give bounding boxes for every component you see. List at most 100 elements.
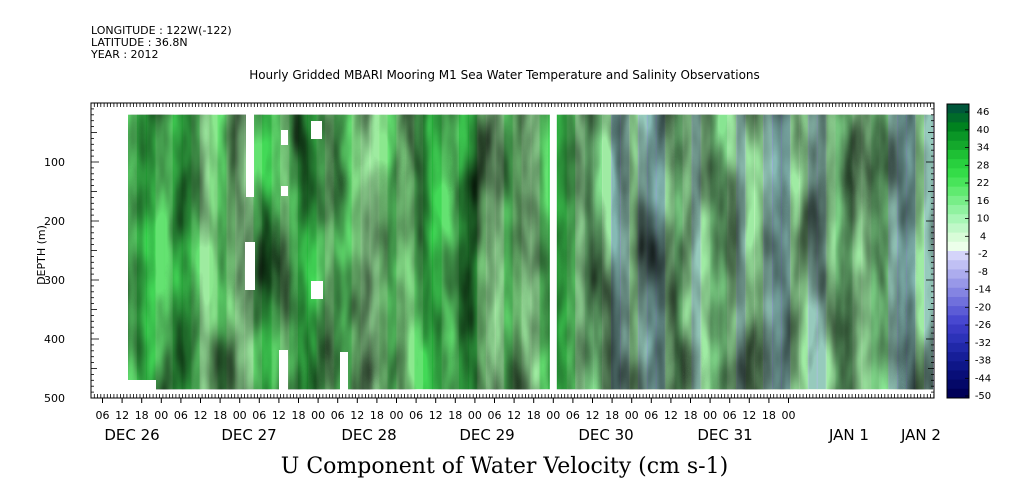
colorbar-bin (947, 205, 969, 215)
x-hour-label: 12 (586, 409, 600, 422)
x-hour-label: 06 (409, 409, 423, 422)
colorbar-bin (947, 232, 969, 243)
x-hour-label: 06 (723, 409, 737, 422)
y-tick-label: 300 (44, 274, 65, 287)
colorbar-label: 28 (977, 160, 990, 171)
chart-title: Hourly Gridded MBARI Mooring M1 Sea Wate… (249, 68, 760, 82)
colorbar-bin (947, 149, 969, 160)
colorbar-label: 34 (977, 143, 990, 154)
colorbar-bin (947, 315, 969, 325)
colorbar-bin (947, 168, 969, 178)
colorbar-bin (947, 269, 969, 279)
colorbar-bin (947, 195, 969, 206)
latitude-label: LATITUDE : 36.8N (91, 36, 188, 49)
missing-data-gap (549, 112, 557, 392)
y-tick-label: 400 (44, 333, 65, 346)
colorbar-label: -50 (975, 391, 991, 402)
colorbar-label: 4 (980, 231, 986, 242)
y-tick-label: 200 (44, 215, 65, 228)
x-hour-label: 06 (566, 409, 580, 422)
x-hour-label: 00 (625, 409, 639, 422)
missing-data-patch (311, 281, 323, 299)
colorbar-label: -2 (978, 249, 988, 260)
colorbar-label: 10 (977, 214, 990, 225)
x-axis-title: U Component of Water Velocity (cm s-1) (280, 454, 729, 479)
colorbar-label: -26 (975, 320, 991, 331)
x-hour-label: 18 (370, 409, 384, 422)
colorbar-bin (947, 104, 969, 114)
x-hour-label: 18 (605, 409, 619, 422)
missing-data-patch (246, 113, 254, 197)
x-day-label: DEC 29 (459, 426, 514, 444)
colorbar-label: -14 (975, 285, 991, 296)
x-hour-label: 18 (213, 409, 227, 422)
x-day-label: DEC 26 (104, 426, 159, 444)
colorbar-label: 40 (977, 125, 990, 136)
x-hour-label: 00 (390, 409, 404, 422)
x-hour-label: 00 (782, 409, 796, 422)
y-tick-label: 100 (44, 156, 65, 169)
colorbar-bin (947, 306, 969, 316)
colorbar-bin (947, 214, 969, 224)
colorbar-bin (947, 122, 969, 132)
field-texture (128, 114, 933, 390)
colorbar-bin (947, 342, 969, 353)
x-hour-label: 00 (311, 409, 325, 422)
colorbar-label: -38 (975, 356, 991, 367)
missing-data-patch (128, 380, 156, 398)
year-label: YEAR : 2012 (91, 48, 159, 61)
colorbar-label: -8 (978, 267, 988, 278)
colorbar-frame (946, 103, 970, 399)
x-hour-label: 00 (233, 409, 247, 422)
x-day-label: DEC 27 (221, 426, 276, 444)
colorbar-bin (947, 260, 969, 270)
missing-data-patch (281, 186, 288, 196)
x-day-label: JAN 1 (828, 426, 869, 444)
x-hour-label: 06 (252, 409, 266, 422)
x-hour-label: 12 (272, 409, 286, 422)
x-hour-label: 00 (154, 409, 168, 422)
x-day-label: JAN 2 (900, 426, 941, 444)
colorbar-bin (947, 140, 969, 151)
x-hour-label: 12 (194, 409, 208, 422)
colorbar-bin (947, 388, 969, 399)
x-hour-label: 06 (331, 409, 345, 422)
x-hour-label: 12 (507, 409, 521, 422)
colorbar-bin (947, 241, 969, 252)
y-tick-label: 500 (44, 392, 65, 405)
colorbar-bin (947, 370, 969, 381)
missing-data-patch (245, 242, 255, 290)
x-hour-label: 18 (762, 409, 776, 422)
x-hour-label: 12 (115, 409, 129, 422)
x-hour-label: 12 (742, 409, 756, 422)
x-hour-label: 06 (644, 409, 658, 422)
x-day-label: DEC 28 (341, 426, 396, 444)
colorbar-bin (947, 159, 969, 169)
x-hour-label: 00 (468, 409, 482, 422)
x-hour-label: 18 (684, 409, 698, 422)
colorbar-bin (947, 324, 969, 335)
x-hour-label: 12 (350, 409, 364, 422)
x-hour-label: 18 (527, 409, 541, 422)
x-hour-label: 12 (429, 409, 443, 422)
missing-data-patch (311, 121, 322, 139)
colorbar-bin (947, 333, 969, 344)
colorbar-bin (947, 352, 969, 362)
colorbar-label: 16 (977, 196, 990, 207)
x-hour-label: 00 (546, 409, 560, 422)
missing-data-patch (279, 350, 288, 390)
x-hour-label: 18 (448, 409, 462, 422)
longitude-label: LONGITUDE : 122W(-122) (91, 24, 232, 37)
missing-data-patch (281, 130, 288, 145)
colorbar-bin (947, 296, 969, 307)
x-hour-label: 18 (135, 409, 149, 422)
colorbar-bin (947, 379, 969, 390)
x-hour-label: 12 (664, 409, 678, 422)
x-day-label: DEC 31 (697, 426, 752, 444)
x-hour-label: 18 (292, 409, 306, 422)
colorbar-bin (947, 361, 969, 371)
colorbar-label: -32 (975, 338, 991, 349)
x-day-label: DEC 30 (578, 426, 633, 444)
colorbar-bin (947, 113, 969, 123)
